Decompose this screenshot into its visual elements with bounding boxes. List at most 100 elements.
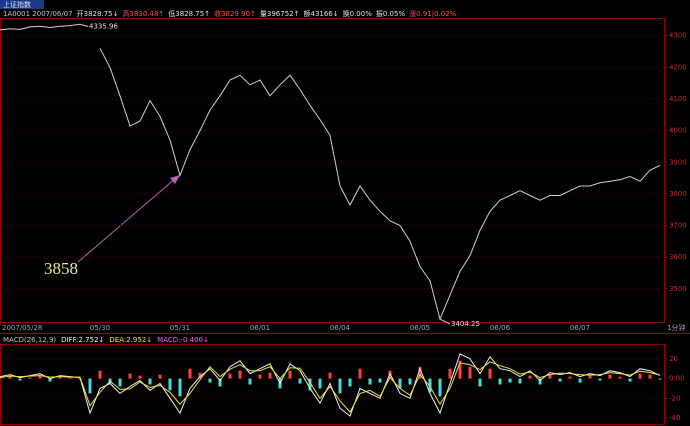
y-tick-label: 4300 [669, 32, 687, 40]
annotation-arrow [77, 177, 177, 263]
x-tick-label: 05/31 [170, 324, 190, 332]
macd-bar [418, 366, 422, 379]
y-tick-label: -20 [669, 394, 680, 402]
macd-bar [458, 360, 462, 379]
quote-field: 涨0.91|0.02% [409, 9, 457, 18]
macd-bar [638, 373, 642, 379]
peak-leader [79, 23, 89, 27]
y-tick-label: 3500 [669, 285, 687, 293]
macd-bar [18, 378, 22, 381]
macd-title: MACD(26,12,9) [3, 336, 56, 344]
macd-bar [148, 378, 152, 385]
macd-line [0, 353, 661, 417]
macd-bar [128, 373, 132, 379]
y-tick-label: -40 [669, 414, 680, 422]
price-frame [0, 18, 665, 323]
macd-bar [138, 375, 142, 379]
macd-bar [118, 378, 122, 387]
macd-bar [618, 376, 622, 379]
macd-bar [448, 368, 452, 379]
quote-field: 额43166↓ [303, 9, 338, 18]
macd-bar [398, 378, 402, 389]
macd-bar [328, 372, 332, 379]
macd-bar [598, 378, 602, 381]
x-tick-label: 05/30 [90, 324, 110, 332]
period-label: 1分钟 [667, 323, 685, 332]
x-tick-label: 06/05 [410, 324, 430, 332]
macd-bar [88, 378, 92, 394]
legend-entry: DIFF:2.752↓ [61, 336, 104, 344]
quote-field: 换0.00% [343, 9, 373, 18]
macd-frame [0, 344, 665, 425]
callout-annotation: 3858 [44, 259, 78, 278]
macd-bar [228, 373, 232, 379]
arrow-head [170, 175, 180, 184]
trough-leader [439, 318, 451, 325]
quote-field: 量396752↑ [260, 10, 300, 18]
macd-bar [468, 366, 472, 379]
y-tick-label: 3600 [669, 253, 687, 261]
x-tick-label: 06/06 [490, 324, 511, 332]
macd-bar [208, 378, 212, 383]
y-tick-label: 3900 [669, 158, 687, 166]
macd-bar [428, 378, 432, 393]
macd-bar [258, 374, 262, 379]
macd-bar [338, 378, 342, 394]
macd-bar [288, 370, 292, 379]
macd-bar [318, 378, 322, 389]
macd-bar [298, 378, 302, 384]
macd-bar [198, 372, 202, 379]
macd-bar [558, 378, 562, 382]
macd-bar [58, 376, 62, 379]
quote-field: 开3828.75↓ [77, 10, 119, 18]
quote-field: 收3829.90↑ [214, 9, 256, 18]
trough-annotation: 3404.25 [451, 320, 480, 328]
macd-bar [478, 378, 482, 387]
macd-line [0, 361, 661, 413]
macd-bar [348, 378, 352, 387]
macd-bar [648, 374, 652, 379]
macd-bar [178, 378, 182, 397]
quote-field: 振0.05% [376, 9, 406, 18]
y-tick-label: 4100 [669, 95, 687, 103]
macd-bar [98, 370, 102, 379]
macd-bar [248, 378, 252, 385]
macd-bar [358, 368, 362, 379]
macd-bar [38, 374, 42, 379]
macd-bar [68, 377, 72, 379]
y-tick-label: 0.00 [669, 375, 685, 383]
y-tick-label: 4200 [669, 63, 687, 71]
peak-annotation: 4335.96 [89, 22, 118, 30]
macd-bar [488, 368, 492, 379]
macd-bar [498, 378, 502, 385]
quote-field: 高3830.48↑ [122, 9, 164, 18]
macd-bar [268, 372, 272, 379]
macd-bar [308, 378, 312, 391]
macd-bar [238, 370, 242, 379]
macd-bar [28, 377, 32, 379]
x-tick-label: 06/07 [570, 324, 590, 332]
macd-bar [378, 378, 382, 383]
macd-bar [8, 375, 12, 379]
header-title: 上证指数 [3, 0, 31, 9]
macd-bar [588, 375, 592, 379]
macd-bar [408, 378, 412, 385]
legend-entry: MACD:-0.400↓ [157, 336, 209, 344]
macd-bar [188, 368, 192, 379]
macd-bar [168, 378, 172, 391]
macd-bar [548, 374, 552, 379]
quote-field: 低3828.75↑ [168, 9, 210, 18]
macd-bar [518, 378, 522, 384]
y-tick-label: 20 [669, 355, 678, 363]
macd-bar [528, 375, 532, 379]
quote-field: 1A0001 2007/06/07 [3, 10, 73, 18]
x-tick-label: 2007/05/28 [2, 324, 42, 332]
macd-bar [578, 378, 582, 383]
macd-bar [538, 378, 542, 385]
macd-bar [158, 374, 162, 379]
macd-bar [218, 378, 222, 387]
x-tick-label: 06/01 [250, 324, 270, 332]
y-tick-label: 3700 [669, 222, 687, 230]
